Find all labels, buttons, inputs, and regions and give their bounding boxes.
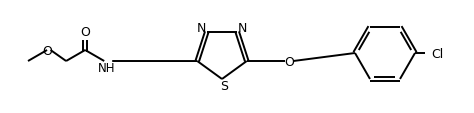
Text: O: O bbox=[80, 25, 90, 38]
Text: O: O bbox=[284, 55, 294, 68]
Text: N: N bbox=[197, 22, 206, 35]
Text: Cl: Cl bbox=[431, 47, 443, 60]
Text: NH: NH bbox=[98, 61, 115, 74]
Text: S: S bbox=[220, 79, 228, 92]
Text: N: N bbox=[237, 22, 247, 35]
Text: O: O bbox=[42, 44, 52, 57]
